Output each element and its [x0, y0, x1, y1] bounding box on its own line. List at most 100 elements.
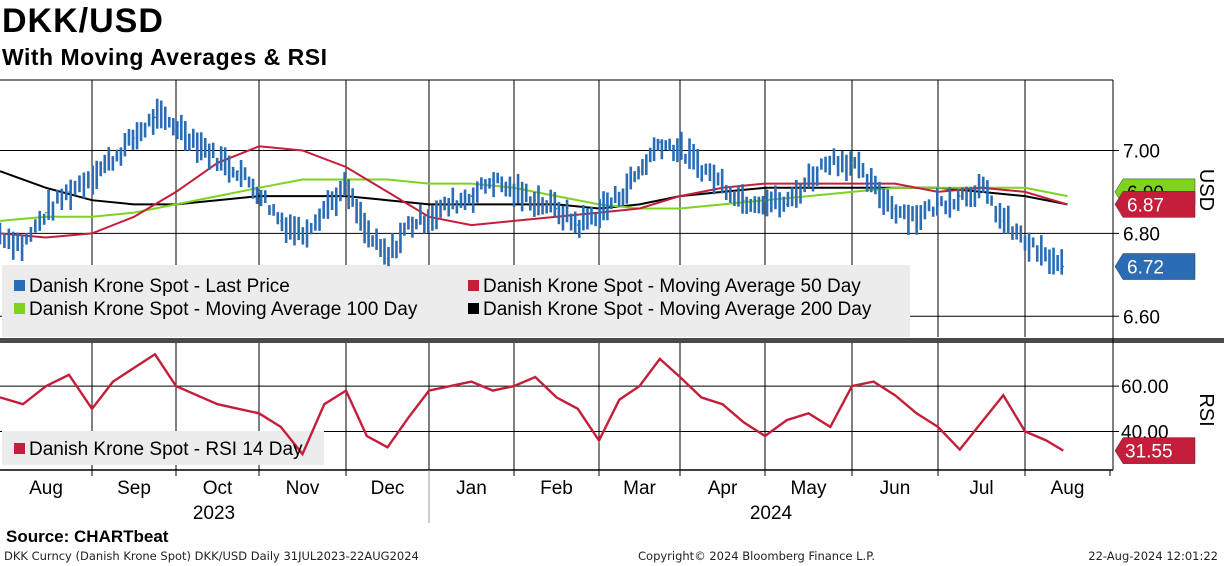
legend-swatch-ma100 [14, 303, 25, 314]
x-tick-label: Aug [1051, 478, 1085, 499]
legend-label-price: Danish Krone Spot - Last Price [29, 276, 290, 297]
price-point [1024, 240, 1026, 243]
legend-label-rsi: Danish Krone Spot - RSI 14 Day [29, 439, 303, 460]
price-point [915, 215, 918, 218]
price-point [45, 211, 47, 214]
value-tag-text: 31.55 [1125, 442, 1173, 463]
x-tick-label: Apr [708, 478, 738, 499]
price-point [323, 207, 326, 210]
price-point [449, 203, 452, 206]
legend-label-ma200: Danish Krone Spot - Moving Average 200 D… [483, 299, 872, 320]
price-point [22, 245, 24, 247]
price-legend-box [2, 265, 910, 337]
legend-swatch-rsi [14, 443, 25, 454]
legend-swatch-ma200 [468, 303, 479, 314]
value-tag-text: 6.87 [1127, 195, 1164, 216]
price-point [638, 170, 641, 172]
x-tick-label: Dec [371, 478, 405, 499]
price-point [785, 203, 788, 206]
rsi-legend-box [2, 431, 324, 465]
price-point [598, 211, 600, 214]
price-point [829, 157, 832, 160]
value-tag-ma50: 6.87 [1114, 191, 1196, 218]
y-tick-label: 7.00 [1123, 141, 1160, 162]
rsi-tick-label: 60.00 [1121, 377, 1169, 398]
legend-swatch-ma50 [468, 280, 479, 291]
price-point [68, 191, 70, 193]
x-tick-label: Jun [880, 478, 911, 499]
price-point [301, 232, 304, 235]
price-point [407, 224, 410, 226]
price-point [1062, 265, 1065, 268]
y-tick-label: 6.60 [1123, 307, 1160, 328]
price-point [154, 116, 156, 119]
price-point [216, 157, 219, 160]
series-line-ma100 [0, 178, 1068, 222]
price-point [851, 162, 853, 164]
value-tag-box [1114, 437, 1196, 464]
price-point [576, 224, 579, 226]
price-point [195, 141, 198, 143]
price-point [872, 186, 875, 189]
panel-divider [0, 338, 1224, 343]
chart-title: DKK/USD [2, 2, 164, 40]
year-label: 2024 [750, 503, 793, 524]
x-tick-label: Feb [540, 478, 573, 499]
price-point [345, 186, 347, 189]
price-point [958, 195, 961, 197]
price-point [91, 174, 93, 177]
price-point [491, 178, 494, 181]
price-point [937, 203, 939, 206]
price-point [679, 149, 681, 152]
price-point [700, 166, 703, 168]
x-tick-label: Aug [29, 478, 63, 499]
series-line-ma50 [0, 145, 1068, 239]
price-point [258, 191, 260, 193]
value-tag-rsi: 31.55 [1114, 437, 1196, 464]
price-point [112, 157, 114, 160]
price-point [1045, 257, 1048, 260]
value-tag-box [1114, 253, 1196, 280]
price-point [0, 232, 1, 235]
price-point [658, 141, 661, 143]
value-tag-box [1114, 191, 1196, 218]
y-tick-label: 6.80 [1123, 224, 1160, 245]
x-tick-label: Nov [286, 478, 320, 499]
price-point [742, 199, 745, 202]
price-point [980, 186, 983, 189]
price-point [365, 232, 368, 235]
series-line-rsi [0, 352, 1064, 457]
x-tick-label: Jan [456, 478, 487, 499]
x-tick-label: Oct [203, 478, 233, 499]
price-point [764, 199, 766, 202]
rsi-axis-title: RSI [1195, 393, 1217, 426]
price-point [618, 195, 621, 197]
price-point [1002, 220, 1005, 222]
legend-label-ma50: Danish Krone Spot - Moving Average 50 Da… [483, 276, 861, 297]
price-bars [0, 98, 1064, 275]
price-point [807, 178, 810, 181]
legend-swatch-price [14, 280, 25, 291]
price-point [279, 220, 282, 222]
value-tag-price: 6.72 [1114, 253, 1196, 280]
price-point [386, 257, 389, 260]
price-point [175, 124, 177, 127]
year-label: 2023 [193, 503, 235, 524]
chart-subtitle: With Moving Averages & RSI [2, 44, 328, 70]
price-point [133, 137, 135, 139]
footer-timestamp: 22-Aug-2024 12:01:22 [1088, 549, 1218, 563]
price-point [237, 170, 240, 172]
x-tick-label: Sep [117, 478, 151, 499]
x-tick-label: Jul [969, 478, 993, 499]
x-tick-label: Mar [623, 478, 656, 499]
footer-copyright: Copyright© 2024 Bloomberg Finance L.P. [638, 549, 875, 563]
price-point [534, 199, 537, 202]
x-tick-label: May [791, 478, 827, 499]
price-point [894, 207, 896, 210]
price-point [513, 191, 515, 193]
price-point [470, 195, 473, 197]
price-point [428, 215, 430, 218]
price-axis-title: USD [1195, 169, 1217, 211]
price-point [555, 207, 558, 210]
